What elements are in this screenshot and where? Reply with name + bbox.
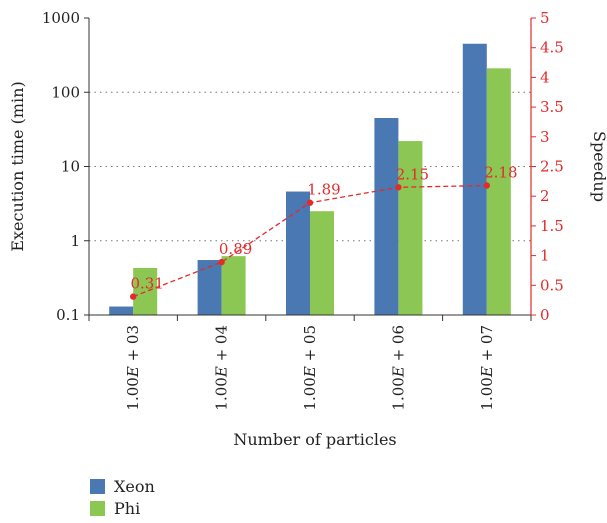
left-tick-label: 100 — [51, 83, 80, 101]
legend-label-xeon: Xeon — [114, 477, 155, 496]
bar-phi — [398, 141, 423, 315]
right-tick-label: 2 — [540, 187, 550, 205]
legend-swatch-phi — [90, 501, 105, 516]
speedup-data-label: 1.89 — [307, 181, 340, 199]
right-tick-label: 3 — [540, 128, 550, 146]
left-tick-label: 0.1 — [56, 306, 80, 324]
right-tick-label: 5 — [540, 9, 550, 27]
legend-swatch-xeon — [90, 479, 105, 494]
speedup-point — [130, 293, 137, 300]
speedup-point — [395, 184, 402, 191]
speedup-data-label: 2.18 — [484, 164, 517, 182]
left-tick-label: 1 — [70, 232, 80, 250]
category-label: 1.00E + 04 — [213, 325, 231, 411]
speedup-point — [306, 199, 314, 206]
legend-label-phi: Phi — [114, 499, 140, 518]
speedup-data-label: 0.89 — [219, 240, 252, 258]
x-axis-title: Number of particles — [233, 430, 396, 449]
right-tick-label: 4.5 — [540, 39, 564, 57]
bar-xeon — [197, 260, 222, 315]
right-tick-label: 2.5 — [540, 158, 564, 176]
right-tick-label: 3.5 — [540, 98, 564, 116]
right-tick-label: 1.5 — [540, 217, 564, 235]
speedup-data-label: 0.31 — [130, 275, 163, 293]
bar-phi — [133, 267, 158, 315]
right-tick-label: 0.5 — [540, 276, 564, 294]
bar-phi — [221, 256, 246, 315]
category-label: 1.00E + 05 — [301, 325, 319, 411]
speedup-point — [483, 182, 490, 189]
bar-xeon — [109, 306, 134, 315]
bar-phi — [486, 68, 511, 315]
category-label: 1.00E + 03 — [124, 325, 142, 411]
right-tick-label: 0 — [540, 306, 550, 324]
category-label: 1.00E + 07 — [478, 325, 496, 411]
category-label: 1.00E + 06 — [389, 325, 407, 411]
left-tick-label: 10 — [61, 158, 80, 176]
bar-xeon — [462, 43, 487, 316]
y-axis-title: Execution time (min) — [8, 81, 27, 251]
speedup-data-label: 2.15 — [396, 165, 429, 183]
y-axis-right-title: Speedup — [590, 131, 607, 202]
right-tick-label: 1 — [540, 247, 550, 265]
speedup-point — [218, 258, 225, 266]
bar-xeon — [374, 117, 399, 316]
right-tick-label: 4 — [540, 68, 550, 86]
bar-phi — [310, 211, 334, 315]
bar-xeon — [286, 191, 310, 315]
left-tick-label: 1000 — [42, 9, 80, 27]
